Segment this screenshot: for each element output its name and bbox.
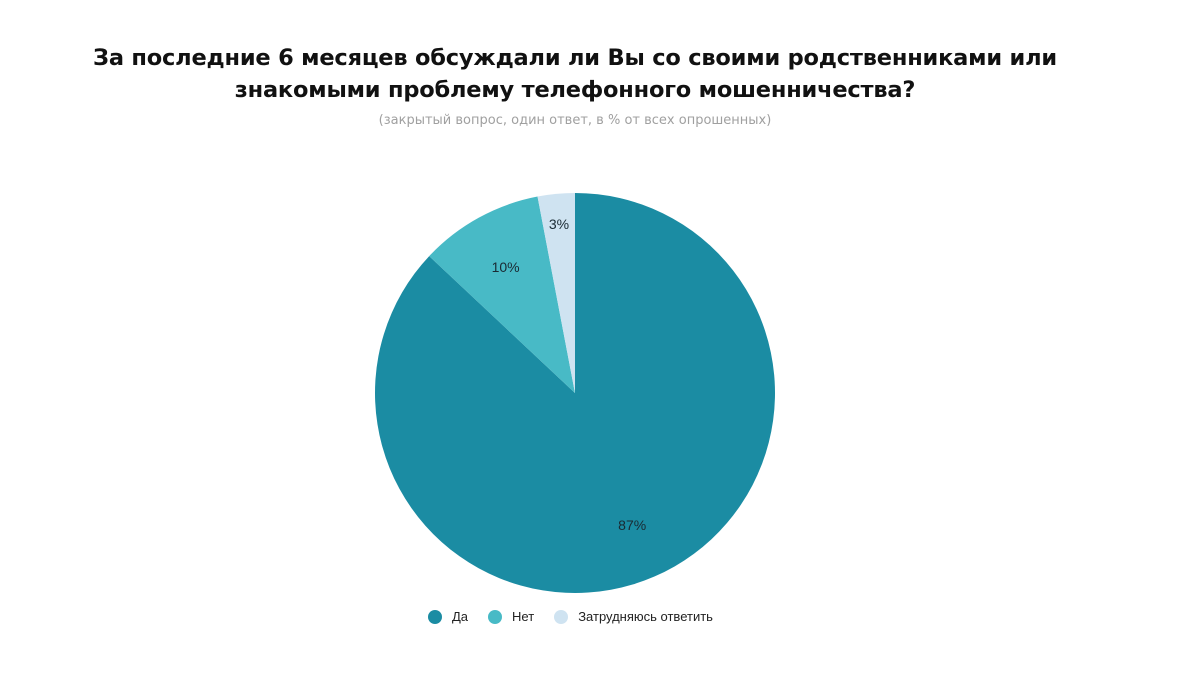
legend-marker-da [428,609,442,624]
pie-slice-net [429,196,575,393]
slice-label-zatr: 3% [549,216,569,232]
legend-marker-net [488,609,503,624]
legend-item-net: Нет [488,609,534,624]
chart-subtitle: (закрытый вопрос, один ответ, в % от все… [378,113,772,128]
legend-item-zatr: Затрудняюсь ответить [554,609,713,624]
chart-title: За последние 6 месяцев обсуждали ли Вы с… [0,42,1150,106]
pie-slice-zatr [537,193,575,393]
legend: Да Нет Затрудняюсь ответить [428,609,733,624]
slice-label-net: 10% [492,259,520,275]
title-line-1: За последние 6 месяцев обсуждали ли Вы с… [93,45,1057,71]
legend-item-da: Да [428,609,468,624]
legend-label-net: Нет [512,609,535,624]
title-line-2: знакомыми проблему телефонного мошенниче… [234,77,916,103]
legend-label-zatr: Затрудняюсь ответить [578,609,713,624]
legend-marker-zatr [554,609,569,624]
legend-label-da: Да [452,609,469,624]
slice-label-da: 87% [618,517,646,533]
